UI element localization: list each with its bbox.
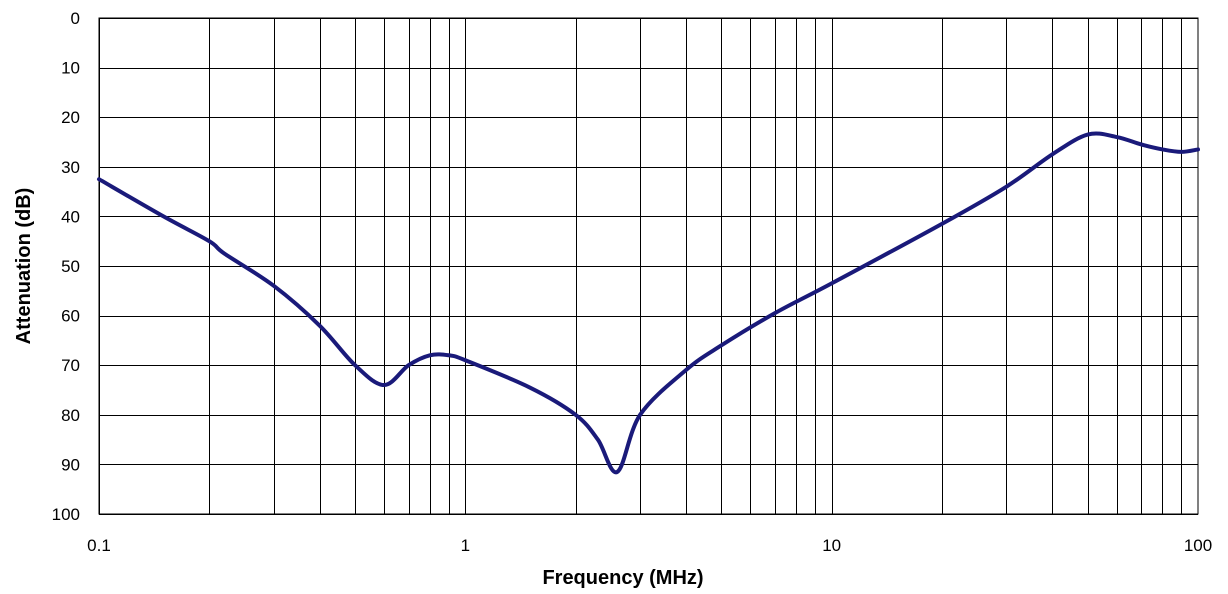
grid-lines (99, 18, 1198, 515)
x-tick-label: 1 (461, 536, 470, 555)
y-tick-label: 0 (71, 9, 80, 28)
x-tick-label: 0.1 (87, 536, 111, 555)
y-tick-label: 80 (61, 406, 80, 425)
y-tick-label: 20 (61, 108, 80, 127)
x-tick-labels: 0.1 1 10 100 (87, 536, 1212, 555)
y-axis-title: Attenuation (dB) (13, 188, 35, 345)
y-tick-label: 40 (61, 207, 80, 226)
x-tick-label: 100 (1184, 536, 1212, 555)
y-tick-labels: 0 10 20 30 40 50 60 70 80 90 100 (52, 9, 80, 524)
y-tick-label: 90 (61, 455, 80, 474)
y-tick-label: 70 (61, 356, 80, 375)
x-axis-title: Frequency (MHz) (542, 567, 703, 589)
y-tick-label: 50 (61, 257, 80, 276)
plot-frame (98, 17, 1199, 515)
y-tick-label: 30 (61, 158, 80, 177)
y-tick-label: 60 (61, 307, 80, 326)
series-layer (97, 131, 1200, 475)
y-tick-label: 10 (61, 59, 80, 78)
y-tick-label: 100 (52, 505, 80, 524)
attenuation-curve (97, 131, 1200, 475)
x-tick-label: 10 (822, 536, 841, 555)
